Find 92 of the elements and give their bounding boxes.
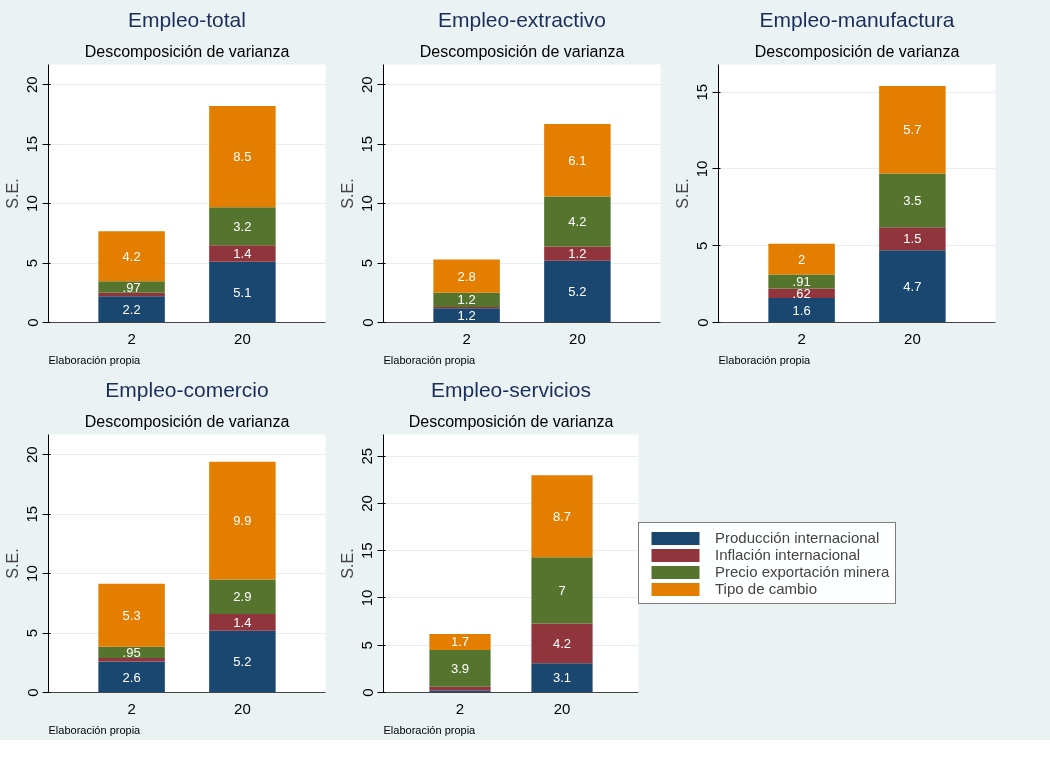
text: Elaboración propia	[48, 723, 142, 736]
legend-label: Precio exportación minera	[715, 563, 890, 580]
chart-subtitle: Descomposición de varianza	[754, 42, 960, 60]
x-tick-label: 2	[127, 329, 136, 347]
data-label: 3.2	[233, 218, 252, 234]
data-label: 4.2	[122, 248, 141, 264]
y-tick-label: 25	[358, 447, 376, 465]
data-label: 2.9	[233, 589, 252, 605]
y-tick-label: 15	[23, 135, 41, 153]
y-axis-title: S.E.	[3, 548, 21, 579]
y-tick-label: 0	[23, 688, 41, 697]
y-tick-label: 20	[23, 76, 41, 94]
data-label: 3.1	[552, 670, 572, 686]
text: Elaboración propia	[383, 353, 477, 366]
data-label: 1.7	[450, 634, 470, 650]
chart-title: Empleo-servicios	[431, 377, 591, 401]
data-label: 4.2	[568, 213, 587, 229]
data-label: 1.2	[568, 246, 587, 262]
y-tick-label: 0	[358, 688, 376, 697]
x-tick-label: 2	[797, 329, 806, 347]
y-tick-label: 0	[23, 318, 41, 327]
x-tick-label: 2	[455, 699, 465, 717]
y-tick-label: 10	[693, 160, 711, 178]
y-tick-label: 5	[358, 258, 376, 268]
y-axis-title: S.E.	[338, 548, 356, 579]
data-label: 1.6	[792, 302, 811, 318]
data-label: .95	[122, 644, 141, 660]
chart-title: Empleo-total	[128, 7, 246, 31]
x-tick-label: 20	[234, 329, 251, 347]
data-label: 1.4	[233, 246, 252, 262]
text: Elaboración propia	[48, 353, 142, 366]
data-label: 5.1	[233, 284, 252, 300]
y-tick-label: 15	[693, 83, 711, 101]
x-tick-label: 2	[462, 329, 471, 347]
x-tick-label: 2	[127, 699, 136, 717]
legend-label: Tipo de cambio	[715, 580, 817, 597]
data-label: 5.2	[568, 284, 587, 300]
data-label: 1.2	[457, 307, 476, 323]
y-tick-label: 10	[358, 195, 376, 212]
chart-title: Empleo-comercio	[105, 377, 269, 401]
chart-title: Empleo-extractivo	[437, 7, 607, 31]
y-tick-label: 5	[693, 241, 711, 250]
x-tick-label: 20	[904, 329, 921, 347]
data-label: 2.2	[122, 301, 141, 317]
y-tick-label: 15	[358, 542, 376, 560]
data-label: 3.5	[903, 192, 922, 208]
y-tick-label: 10	[358, 589, 376, 607]
text: Elaboración propia	[718, 353, 812, 366]
chart-subtitle: Descomposición de varianza	[419, 42, 625, 60]
y-tick-label: 20	[358, 495, 376, 512]
data-label: 2.8	[457, 268, 476, 284]
x-tick-label: 20	[234, 699, 251, 717]
data-label: 8.5	[233, 149, 252, 165]
data-label: 2.6	[122, 669, 141, 685]
data-label: 5.3	[122, 607, 141, 623]
data-label: 4.2	[552, 635, 572, 651]
text: Elaboración propia	[383, 723, 477, 736]
data-label: 4.7	[903, 278, 922, 294]
legend-label: Producción internacional	[715, 529, 880, 546]
y-tick-label: 5	[23, 628, 41, 638]
data-label: 1.2	[457, 292, 476, 308]
y-tick-label: 20	[358, 76, 376, 94]
data-label: 6.1	[568, 152, 587, 168]
data-label: 3.9	[450, 660, 470, 676]
y-tick-label: 20	[23, 446, 41, 464]
y-axis-title: S.E.	[3, 178, 21, 209]
chart-subtitle: Descomposición de varianza	[84, 42, 290, 60]
chart-title: Empleo-manufactura	[759, 7, 955, 31]
x-tick-label: 20	[569, 329, 586, 347]
y-axis-title: S.E.	[673, 178, 691, 209]
data-label: 5.7	[903, 122, 922, 138]
y-tick-label: 15	[358, 135, 376, 153]
y-axis-title: S.E.	[338, 178, 356, 209]
y-tick-label: 0	[693, 318, 711, 327]
y-tick-label: 15	[23, 505, 41, 523]
legend-label: Inflación internacional	[715, 546, 861, 563]
data-label: 8.7	[552, 508, 572, 524]
data-label: 2	[797, 251, 806, 267]
y-tick-label: 0	[358, 318, 376, 327]
x-tick-label: 20	[553, 699, 571, 717]
y-tick-label: 10	[23, 195, 41, 212]
chart-subtitle: Descomposición de varianza	[84, 412, 290, 430]
data-label: 9.9	[233, 513, 252, 529]
data-label: 1.5	[903, 231, 922, 247]
data-label: 7	[558, 582, 566, 598]
data-label: 1.4	[233, 614, 252, 630]
y-tick-label: 10	[23, 565, 41, 582]
data-label: 5.2	[233, 654, 252, 670]
y-tick-label: 5	[23, 258, 41, 268]
data-label: .97	[122, 279, 141, 295]
chart-subtitle: Descomposición de varianza	[408, 412, 614, 430]
y-tick-label: 5	[358, 641, 376, 650]
